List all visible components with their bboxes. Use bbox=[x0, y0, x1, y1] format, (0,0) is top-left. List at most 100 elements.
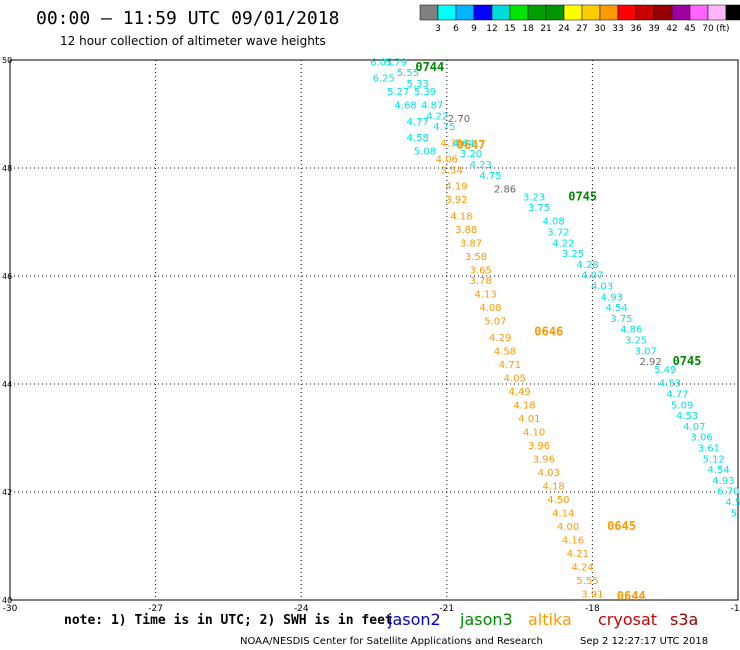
wave-height-label: 4.07 bbox=[581, 271, 603, 282]
wave-height-label: 3.61 bbox=[698, 444, 720, 455]
wave-height-label: 6.25 bbox=[373, 74, 395, 85]
wave-height-label: 4.22 bbox=[552, 238, 574, 249]
wave-height-label: 4.01 bbox=[518, 414, 540, 425]
color-swatch bbox=[545, 4, 565, 21]
color-swatch bbox=[455, 4, 475, 21]
color-swatch bbox=[707, 4, 727, 21]
wave-height-label: 3.96 bbox=[533, 454, 555, 465]
wave-height-label: 3.78 bbox=[470, 276, 492, 287]
color-swatch bbox=[725, 4, 740, 21]
color-scale-label: 45 bbox=[684, 24, 695, 34]
wave-height-label: 4.13 bbox=[474, 290, 496, 301]
wave-height-label: 4.05 bbox=[504, 373, 526, 384]
color-scale-label: 42 bbox=[666, 24, 677, 34]
x-tick-label: -18 bbox=[585, 604, 600, 614]
wave-height-label: 4.28 bbox=[576, 260, 598, 271]
pass-time-label: 0647 bbox=[457, 138, 486, 152]
x-tick-label: -15 bbox=[731, 604, 740, 614]
x-tick-label: -27 bbox=[148, 604, 163, 614]
wave-height-label: 2.86 bbox=[494, 184, 516, 195]
wave-height-label: 4.53 bbox=[659, 379, 681, 390]
pass-time-label: 0644 bbox=[617, 589, 646, 603]
wave-height-label: 4.75 bbox=[479, 171, 501, 182]
mission-legend: jason2 jason3 altika cryosat s3a bbox=[387, 610, 698, 629]
wave-height-label: 4.86 bbox=[620, 325, 642, 336]
wave-height-label: 3.07 bbox=[635, 346, 657, 357]
wave-height-label: 5.55 bbox=[397, 68, 419, 79]
wave-height-label: 3.91 bbox=[581, 589, 603, 600]
wave-height-label: 4.68 bbox=[394, 101, 416, 112]
color-scale-label: 15 bbox=[504, 24, 515, 34]
wave-height-label: 4.08 bbox=[479, 303, 501, 314]
color-scale-label: 24 bbox=[558, 24, 570, 34]
wave-height-label: 3.87 bbox=[460, 238, 482, 249]
color-swatch bbox=[509, 4, 529, 21]
color-swatch bbox=[527, 4, 547, 21]
color-swatch bbox=[653, 4, 673, 21]
color-swatch bbox=[689, 4, 709, 21]
wave-height-label: 3.75 bbox=[610, 314, 632, 325]
wave-height-label: 5.55 bbox=[576, 576, 598, 587]
color-swatch bbox=[635, 4, 655, 21]
wave-height-label: 4.18 bbox=[513, 400, 535, 411]
wave-height-label: 5.27 bbox=[387, 87, 409, 98]
wave-height-label: 3.65 bbox=[470, 265, 492, 276]
chart-subtitle: 12 hour collection of altimeter wave hei… bbox=[60, 34, 326, 48]
wave-height-label: 4.24 bbox=[572, 562, 594, 573]
wave-height-label: 5.07 bbox=[484, 317, 506, 328]
color-scale-label: 30 bbox=[594, 24, 606, 34]
color-scale-label: 6 bbox=[453, 24, 459, 34]
wave-height-label: 4.93 bbox=[712, 476, 734, 487]
wave-height-label: 4.03 bbox=[591, 282, 613, 293]
wave-height-label: 4.16 bbox=[562, 535, 584, 546]
color-scale-label: 18 bbox=[522, 24, 534, 34]
wave-height-label: 4.10 bbox=[523, 427, 545, 438]
gridlines bbox=[10, 60, 738, 600]
wave-height-label: 4.5 bbox=[725, 498, 740, 509]
wave-height-label: 4.06 bbox=[436, 155, 458, 166]
wave-height-label: 3.20 bbox=[460, 149, 482, 160]
wave-height-label: 3.96 bbox=[528, 441, 550, 452]
wave-height-label: 5.09 bbox=[671, 400, 693, 411]
color-swatch bbox=[599, 4, 619, 21]
color-scale-label: 9 bbox=[471, 24, 477, 34]
wave-height-label: 5.08 bbox=[414, 147, 436, 158]
x-tick-label: -24 bbox=[294, 604, 309, 614]
wave-height-label: 5.33 bbox=[407, 79, 429, 90]
y-tick-label: 42 bbox=[2, 488, 12, 497]
mission-name-jason2: jason2 bbox=[387, 610, 441, 629]
pass-time-label: 0646 bbox=[534, 324, 563, 338]
wave-height-label: 3.25 bbox=[562, 249, 584, 260]
wave-height-label: 4.71 bbox=[499, 360, 521, 371]
wave-height-label: 4.19 bbox=[445, 182, 467, 193]
y-tick-label: 46 bbox=[2, 272, 12, 281]
wave-height-label: 4.18 bbox=[450, 211, 472, 222]
wave-height-label: 4.08 bbox=[542, 217, 564, 228]
wave-height-label: 4.35 bbox=[441, 138, 463, 149]
wave-height-label: 4.50 bbox=[547, 495, 569, 506]
wave-height-label: 4.00 bbox=[557, 522, 579, 533]
wave-height-label: 2.70 bbox=[448, 114, 470, 125]
wave-height-label: 3.72 bbox=[547, 228, 569, 239]
color-scale-legend bbox=[419, 4, 740, 21]
mission-name-jason3: jason3 bbox=[459, 610, 513, 629]
wave-height-label: 4.58 bbox=[407, 133, 429, 144]
wave-height-label: 4.93 bbox=[601, 292, 623, 303]
wave-height-label: 4.87 bbox=[421, 101, 443, 112]
wave-height-label: 3.75 bbox=[528, 203, 550, 214]
wave-height-label: 4.29 bbox=[489, 333, 511, 344]
wave-height-label: 5. bbox=[731, 508, 740, 519]
pass-time-label: 0645 bbox=[607, 519, 636, 533]
wave-height-label: 6.05 bbox=[370, 57, 392, 68]
wave-height-label: 5.12 bbox=[703, 454, 725, 465]
wave-height-label: 4.07 bbox=[683, 422, 705, 433]
x-axis-ticks: -30 -27 -24 -21 -18 -15 bbox=[3, 604, 740, 614]
y-tick-label: 40 bbox=[2, 596, 12, 605]
wave-height-label: 5.49 bbox=[654, 365, 676, 376]
wave-height-label: 2.92 bbox=[640, 357, 662, 368]
wave-height-label: 4.77 bbox=[407, 117, 429, 128]
wave-height-label: 4.75 bbox=[433, 122, 455, 133]
mission-name-cryosat: cryosat bbox=[598, 610, 657, 629]
color-scale-unit: (ft) bbox=[716, 24, 730, 34]
